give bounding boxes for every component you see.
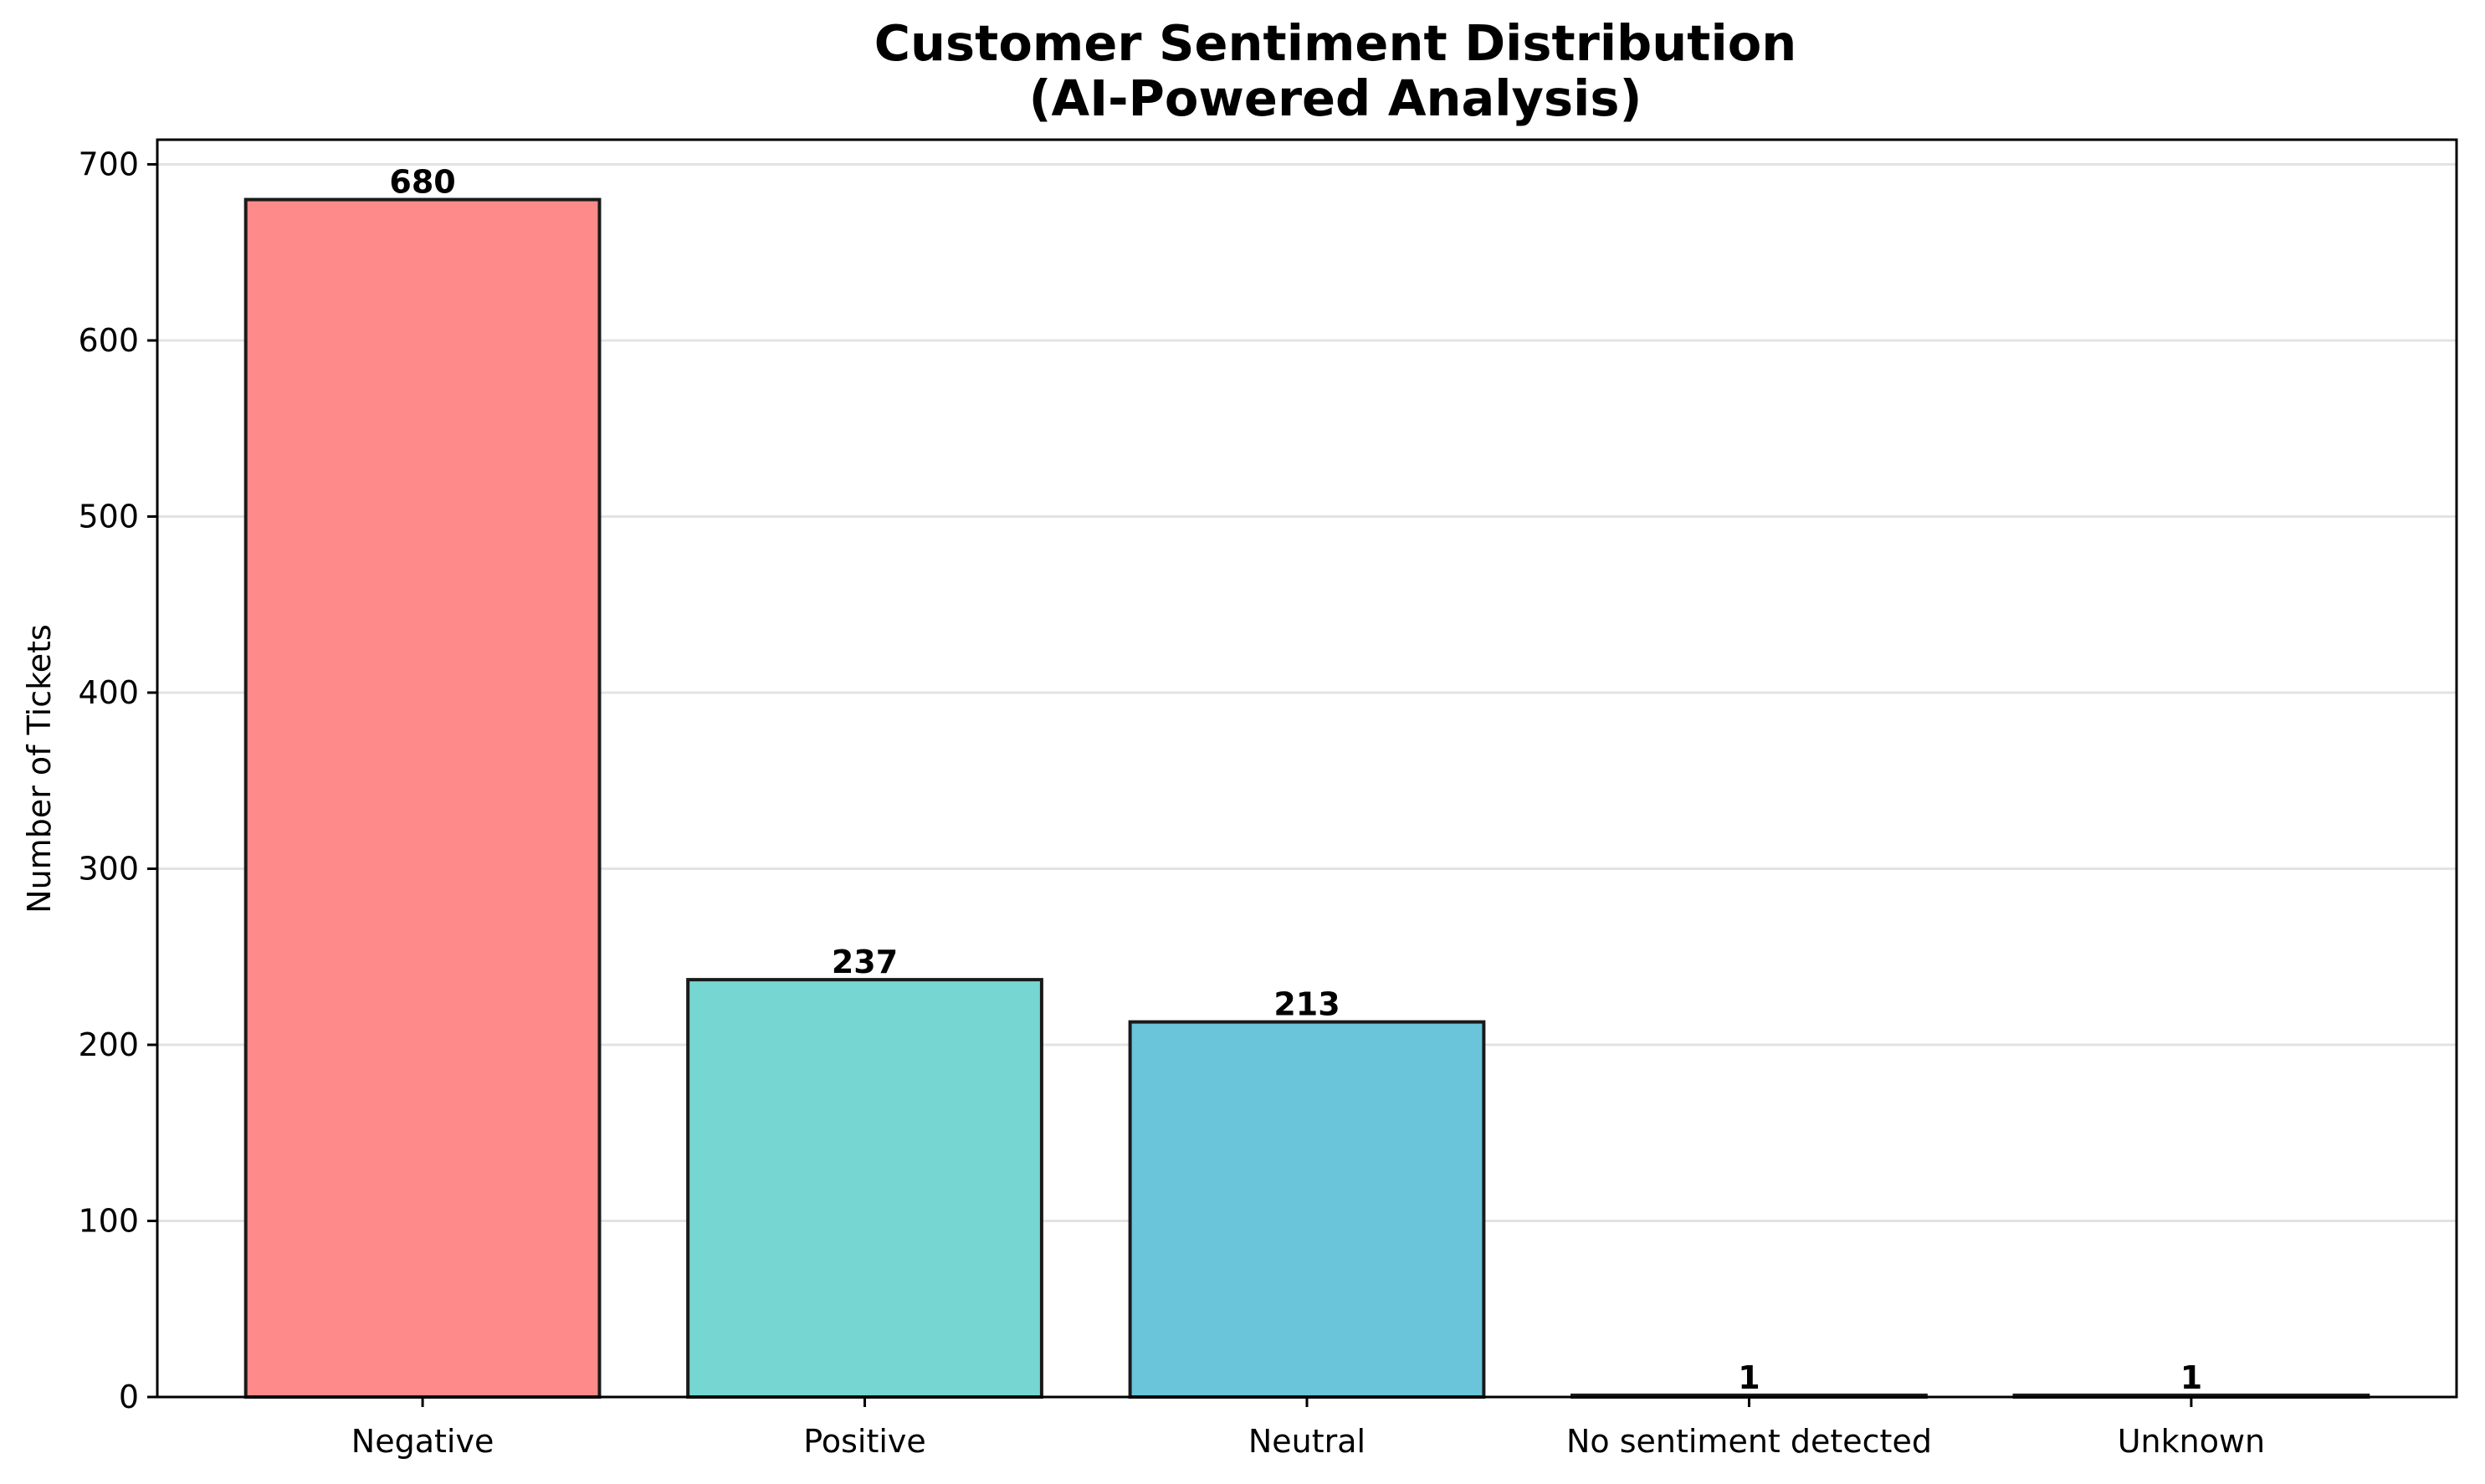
- bar-0: [243, 197, 602, 1400]
- y-tick-label-1: 100: [78, 1202, 139, 1239]
- y-tick-label-3: 300: [78, 850, 139, 887]
- data-label-4: 1: [2180, 1359, 2202, 1396]
- y-axis-label: Number of Tickets: [21, 624, 58, 913]
- y-tick-label-5: 500: [78, 498, 139, 535]
- bar-1: [686, 978, 1043, 1400]
- plot-frame: [156, 138, 2458, 1399]
- y-tick-label-4: 400: [78, 674, 139, 711]
- chart-title-line-1: Customer Sentiment Distribution: [874, 14, 1797, 72]
- data-label-3: 1: [1738, 1359, 1760, 1396]
- chart-title: Customer Sentiment Distribution (AI-Powe…: [874, 14, 1797, 127]
- y-tick-label-7: 700: [78, 146, 139, 182]
- x-tick-label-2: Neutral: [1248, 1423, 1365, 1460]
- chart-title-line-2: (AI-Powered Analysis): [1029, 69, 1642, 127]
- axes: Negative Positive Neutral No sentiment dete…: [78, 138, 2458, 1460]
- x-tick-label-4: Unknown: [2118, 1423, 2265, 1460]
- x-tick-label-0: Negative: [351, 1423, 494, 1460]
- y-tick-label-2: 200: [78, 1026, 139, 1063]
- data-label-1: 237: [832, 944, 898, 980]
- data-labels: 680 237 213 1 1: [389, 164, 2202, 1396]
- y-tick-label-0: 0: [119, 1379, 139, 1415]
- x-tick-label-1: Positive: [803, 1423, 926, 1460]
- y-tick-label-6: 600: [78, 322, 139, 359]
- data-label-0: 680: [389, 164, 455, 201]
- bar-2: [1128, 1020, 1486, 1400]
- bars: [243, 197, 2370, 1400]
- x-tick-label-3: No sentiment detected: [1566, 1423, 1932, 1460]
- data-label-2: 213: [1273, 986, 1340, 1023]
